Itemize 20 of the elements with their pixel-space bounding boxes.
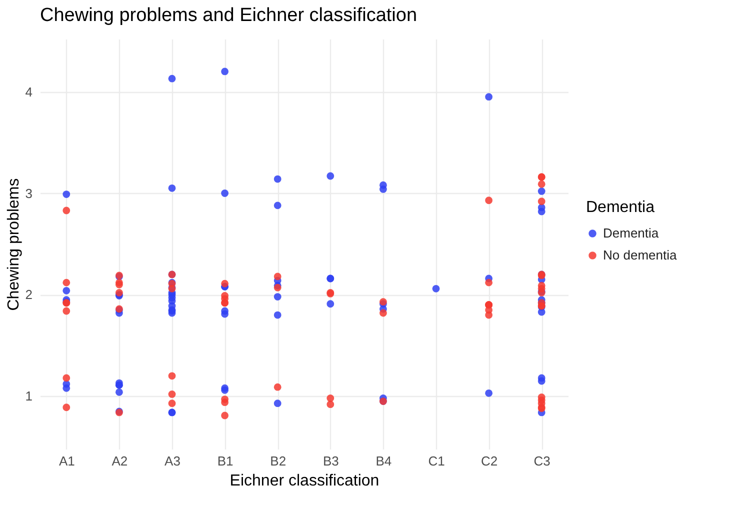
x-tick-label: B1 [217,454,234,468]
y-tick-label: 2 [25,287,32,302]
x-tick-label: C3 [534,454,550,468]
x-tick-label: A3 [164,454,180,468]
x-tick-label: B4 [376,454,392,468]
x-axis-title: Eichner classification [230,472,380,490]
x-tick-label: B2 [270,454,286,468]
y-axis-title: Chewing problems [5,178,22,311]
legend-label: Dementia [603,226,660,240]
chart-title: Chewing problems and Eichner classification [40,5,418,26]
y-tick-label: 1 [25,388,32,404]
x-tick-label: C2 [480,454,498,468]
x-tick-label: A1 [58,454,75,468]
x-tick-label: B3 [322,454,339,468]
x-tick-label: A2 [112,454,128,468]
x-tick-label: C1 [428,454,445,468]
y-tick-label: 4 [25,84,32,100]
y-tick-label: 3 [25,186,32,201]
legend-title: Dementia [586,199,655,216]
legend-label: No dementia [603,248,678,262]
